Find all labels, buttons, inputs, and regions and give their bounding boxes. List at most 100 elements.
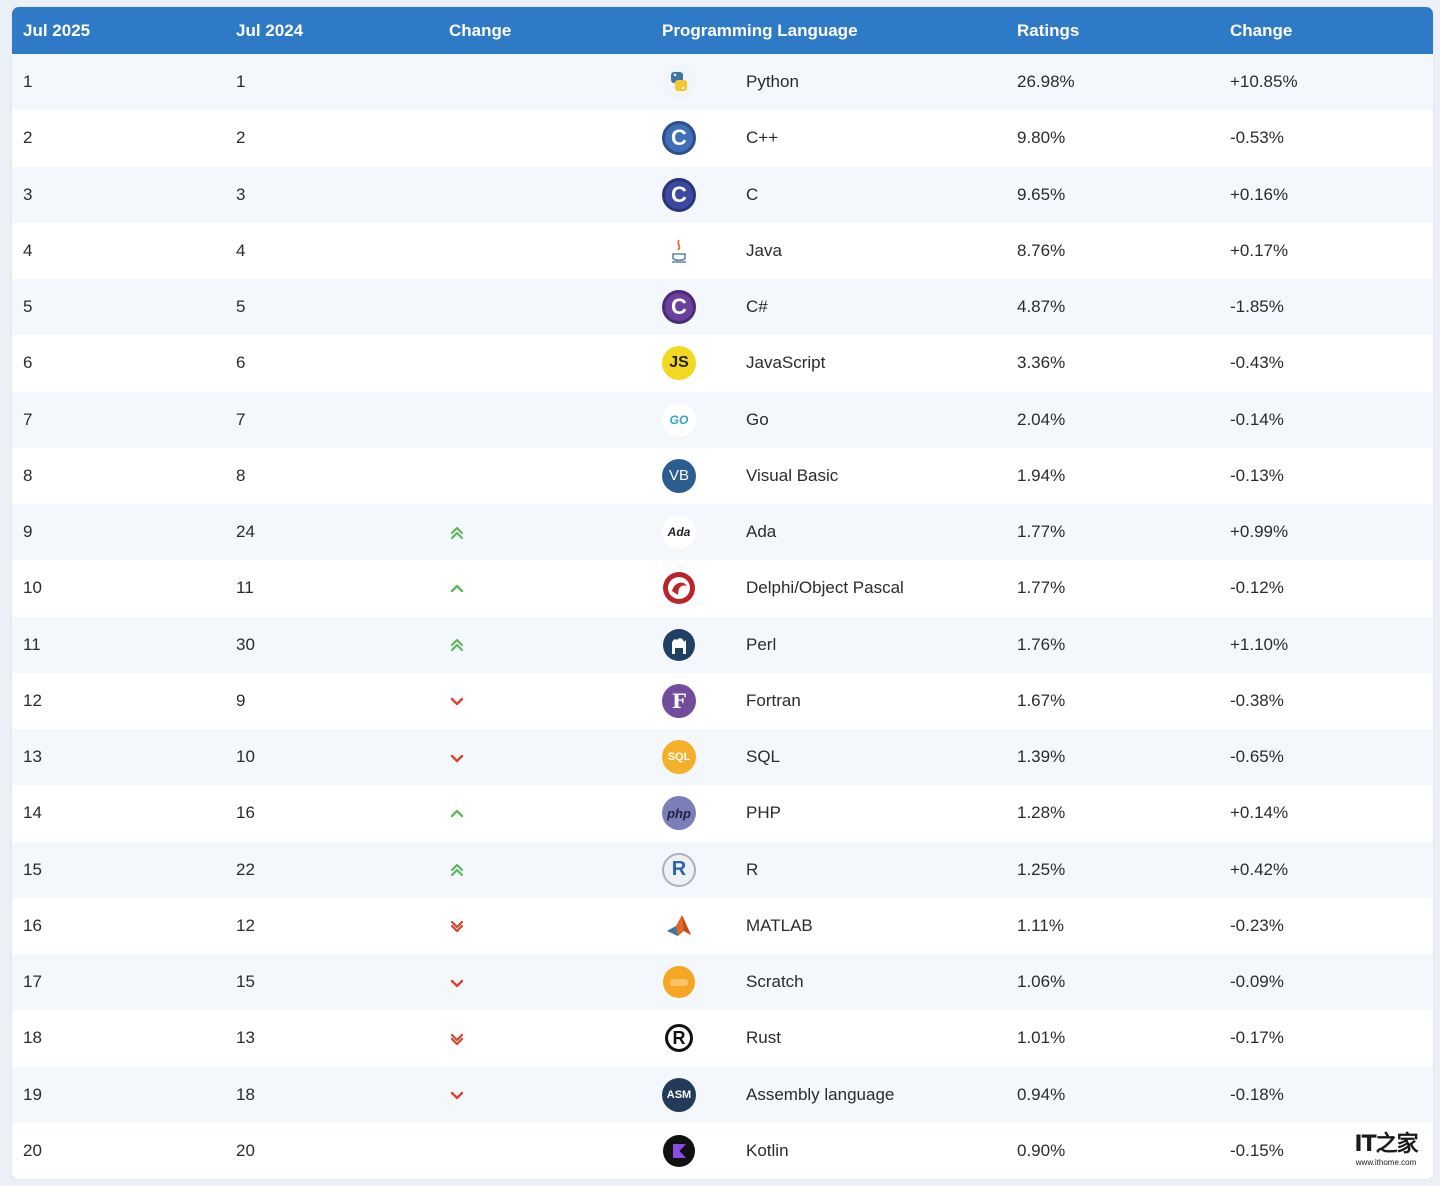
trend-cell	[438, 785, 651, 842]
language-cell: GO Go	[651, 391, 1006, 448]
language-name[interactable]: C++	[746, 128, 779, 148]
table-row[interactable]: 4 4 Java 8.76% +0.17%	[12, 222, 1433, 279]
trend-cell	[438, 222, 651, 279]
table-row[interactable]: 15 22 R R 1.25% +0.42%	[12, 841, 1433, 898]
language-cell: MATLAB	[651, 897, 1006, 954]
chevron-up-icon	[449, 806, 465, 822]
language-name[interactable]: JavaScript	[746, 353, 826, 373]
header-ratings[interactable]: Ratings	[1006, 7, 1219, 54]
table-row[interactable]: 2 2 C C++ 9.80% -0.53%	[12, 110, 1433, 167]
language-name[interactable]: Ada	[746, 522, 777, 542]
rank-previous: 6	[225, 335, 438, 392]
language-name[interactable]: PHP	[746, 803, 781, 823]
rating-value: 3.36%	[1006, 335, 1219, 392]
language-name[interactable]: C#	[746, 297, 768, 317]
no-change-indicator	[449, 1143, 465, 1159]
table-row[interactable]: 3 3 C C 9.65% +0.16%	[12, 166, 1433, 223]
table-row[interactable]: 19 18 ASM Assembly language 0.94% -0.18%	[12, 1066, 1433, 1123]
rank-current: 11	[12, 616, 225, 673]
header-change-percent[interactable]: Change	[1219, 7, 1433, 54]
sql-icon: SQL	[662, 740, 696, 775]
rank-current: 9	[12, 504, 225, 561]
c-icon: C	[662, 177, 696, 212]
change-value: -0.09%	[1219, 954, 1433, 1011]
header-change[interactable]: Change	[438, 7, 651, 54]
no-change-indicator	[449, 131, 465, 147]
php-icon: php	[662, 796, 696, 831]
language-name[interactable]: Perl	[746, 634, 777, 654]
language-name[interactable]: Delphi/Object Pascal	[746, 578, 904, 598]
table-row[interactable]: 7 7 GO Go 2.04% -0.14%	[12, 391, 1433, 448]
rating-value: 1.01%	[1006, 1010, 1219, 1067]
language-name[interactable]: Java	[746, 240, 782, 260]
no-change-indicator	[449, 243, 465, 259]
language-name[interactable]: Fortran	[746, 690, 801, 710]
language-name[interactable]: Python	[746, 72, 799, 92]
table-row[interactable]: 14 16 php PHP 1.28% +0.14%	[12, 785, 1433, 842]
header-jul-2025[interactable]: Jul 2025	[12, 7, 225, 54]
language-name[interactable]: MATLAB	[746, 915, 813, 935]
change-value: -0.38%	[1219, 672, 1433, 729]
language-cell: R R	[651, 841, 1006, 898]
language-name[interactable]: C	[746, 184, 759, 204]
table-body: 1 1 Python 26.98% +10.85% 2 2 C C++ 9.80…	[12, 54, 1433, 1179]
change-value: +0.16%	[1219, 166, 1433, 223]
rank-previous: 22	[225, 841, 438, 898]
rating-value: 1.11%	[1006, 897, 1219, 954]
kotlin-icon	[662, 1134, 696, 1168]
rank-previous: 5	[225, 279, 438, 336]
table-row[interactable]: 9 24 Ada Ada 1.77% +0.99%	[12, 504, 1433, 561]
language-name[interactable]: Go	[746, 409, 769, 429]
language-cell: F Fortran	[651, 672, 1006, 729]
language-cell: Java	[651, 222, 1006, 279]
header-programming-language[interactable]: Programming Language	[651, 7, 1006, 54]
header-jul-2024[interactable]: Jul 2024	[225, 7, 438, 54]
table-row[interactable]: 11 30 Perl 1.76% +1.10%	[12, 616, 1433, 673]
language-cell: Kotlin	[651, 1122, 1006, 1179]
watermark-logo-text: IT之家	[1354, 1132, 1418, 1157]
language-name[interactable]: Visual Basic	[746, 465, 839, 485]
language-cell: SQL SQL	[651, 729, 1006, 786]
language-name[interactable]: Scratch	[746, 972, 804, 992]
change-value: -0.12%	[1219, 560, 1433, 617]
table-row[interactable]: 16 12 MATLAB 1.11% -0.23%	[12, 897, 1433, 954]
trend-cell	[438, 897, 651, 954]
rating-value: 9.65%	[1006, 166, 1219, 223]
matlab-icon	[662, 908, 696, 943]
language-name[interactable]: Assembly language	[746, 1084, 895, 1104]
chevron-down-icon	[449, 693, 465, 709]
table-row[interactable]: 8 8 VB Visual Basic 1.94% -0.13%	[12, 447, 1433, 504]
change-value: -0.15%	[1219, 1122, 1433, 1179]
table-row[interactable]: 13 10 SQL SQL 1.39% -0.65%	[12, 729, 1433, 786]
language-cell: Delphi/Object Pascal	[651, 560, 1006, 617]
rank-previous: 2	[225, 110, 438, 167]
rating-value: 0.90%	[1006, 1122, 1219, 1179]
assembly-icon: ASM	[662, 1077, 696, 1112]
rank-current: 18	[12, 1010, 225, 1067]
language-name[interactable]: R	[746, 859, 759, 879]
table-row[interactable]: 12 9 F Fortran 1.67% -0.38%	[12, 672, 1433, 729]
table-row[interactable]: 10 11 Delphi/Object Pascal 1.77% -0.12%	[12, 560, 1433, 617]
language-cell: Ada Ada	[651, 504, 1006, 561]
rank-current: 15	[12, 841, 225, 898]
table-row[interactable]: 6 6 JS JavaScript 3.36% -0.43%	[12, 335, 1433, 392]
table-row[interactable]: 5 5 C C# 4.87% -1.85%	[12, 279, 1433, 336]
trend-cell	[438, 616, 651, 673]
language-name[interactable]: Kotlin	[746, 1140, 789, 1160]
rating-value: 1.67%	[1006, 672, 1219, 729]
double-chevron-down-icon	[449, 918, 465, 934]
rank-previous: 10	[225, 729, 438, 786]
ada-icon: Ada	[662, 515, 696, 550]
table-row[interactable]: 18 13 R Rust 1.01% -0.17%	[12, 1010, 1433, 1067]
table-row[interactable]: 20 20 Kotlin 0.90% -0.15%	[12, 1122, 1433, 1179]
table-row[interactable]: 1 1 Python 26.98% +10.85%	[12, 54, 1433, 111]
r-icon: R	[662, 852, 696, 887]
table-row[interactable]: 17 15 Scratch 1.06% -0.09%	[12, 954, 1433, 1011]
language-cell: VB Visual Basic	[651, 447, 1006, 504]
change-value: +0.14%	[1219, 785, 1433, 842]
rank-previous: 7	[225, 391, 438, 448]
language-name[interactable]: Rust	[746, 1028, 781, 1048]
rank-current: 2	[12, 110, 225, 167]
chevron-up-icon	[449, 581, 465, 597]
language-name[interactable]: SQL	[746, 747, 781, 767]
